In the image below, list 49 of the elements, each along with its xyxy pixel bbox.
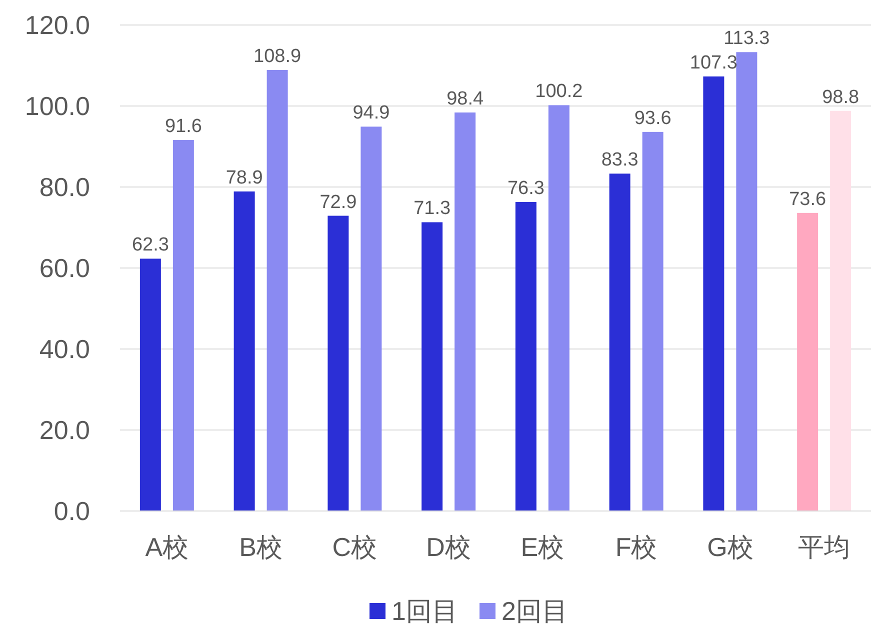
bar bbox=[234, 191, 255, 511]
bar bbox=[703, 76, 724, 511]
data-label: 78.9 bbox=[226, 167, 263, 188]
y-tick-label: 0.0 bbox=[54, 496, 90, 526]
x-tick-label: A校 bbox=[145, 532, 189, 562]
x-tick-label: E校 bbox=[520, 532, 564, 562]
bar bbox=[360, 126, 382, 511]
y-tick-label: 120.0 bbox=[24, 10, 90, 40]
bar bbox=[422, 222, 443, 511]
data-label: 71.3 bbox=[414, 198, 451, 220]
x-tick-label: C校 bbox=[332, 532, 378, 562]
data-label: 108.9 bbox=[254, 46, 302, 67]
data-label: 73.6 bbox=[789, 188, 826, 210]
data-label: 83.3 bbox=[601, 150, 638, 171]
y-tick-label: 100.0 bbox=[24, 91, 90, 122]
y-tick-label: 40.0 bbox=[39, 334, 90, 364]
bar bbox=[609, 174, 630, 511]
bar bbox=[454, 112, 476, 511]
y-tick-label: 60.0 bbox=[39, 253, 90, 284]
data-label: 113.3 bbox=[724, 28, 770, 50]
data-label: 98.4 bbox=[446, 88, 484, 110]
data-label: 107.3 bbox=[690, 52, 738, 74]
bar bbox=[736, 52, 758, 511]
y-tick-label: 80.0 bbox=[39, 172, 90, 202]
bar bbox=[515, 202, 536, 511]
data-label: 94.9 bbox=[352, 102, 390, 124]
bar bbox=[830, 110, 852, 511]
data-label: 98.8 bbox=[822, 86, 860, 108]
x-tick-label: B校 bbox=[239, 532, 282, 562]
bar bbox=[642, 132, 664, 511]
data-label: 100.2 bbox=[535, 81, 583, 102]
x-tick-label: G校 bbox=[707, 532, 754, 562]
bar bbox=[328, 216, 349, 511]
data-label: 72.9 bbox=[320, 192, 357, 213]
x-tick-label: F校 bbox=[615, 532, 658, 562]
bar bbox=[797, 212, 818, 511]
y-tick-label: 20.0 bbox=[39, 415, 90, 446]
legend-label: 2回目 bbox=[502, 596, 568, 626]
data-label: 62.3 bbox=[132, 234, 169, 256]
bar bbox=[140, 258, 161, 511]
bar bbox=[266, 70, 288, 511]
data-label: 91.6 bbox=[164, 116, 202, 138]
data-label: 76.3 bbox=[507, 178, 544, 199]
x-tick-label: 平均 bbox=[798, 532, 850, 562]
x-tick-label: D校 bbox=[426, 532, 471, 562]
data-label: 93.6 bbox=[634, 108, 672, 129]
bar bbox=[172, 140, 194, 511]
bar bbox=[548, 105, 570, 511]
legend-label: 1回目 bbox=[392, 596, 458, 626]
